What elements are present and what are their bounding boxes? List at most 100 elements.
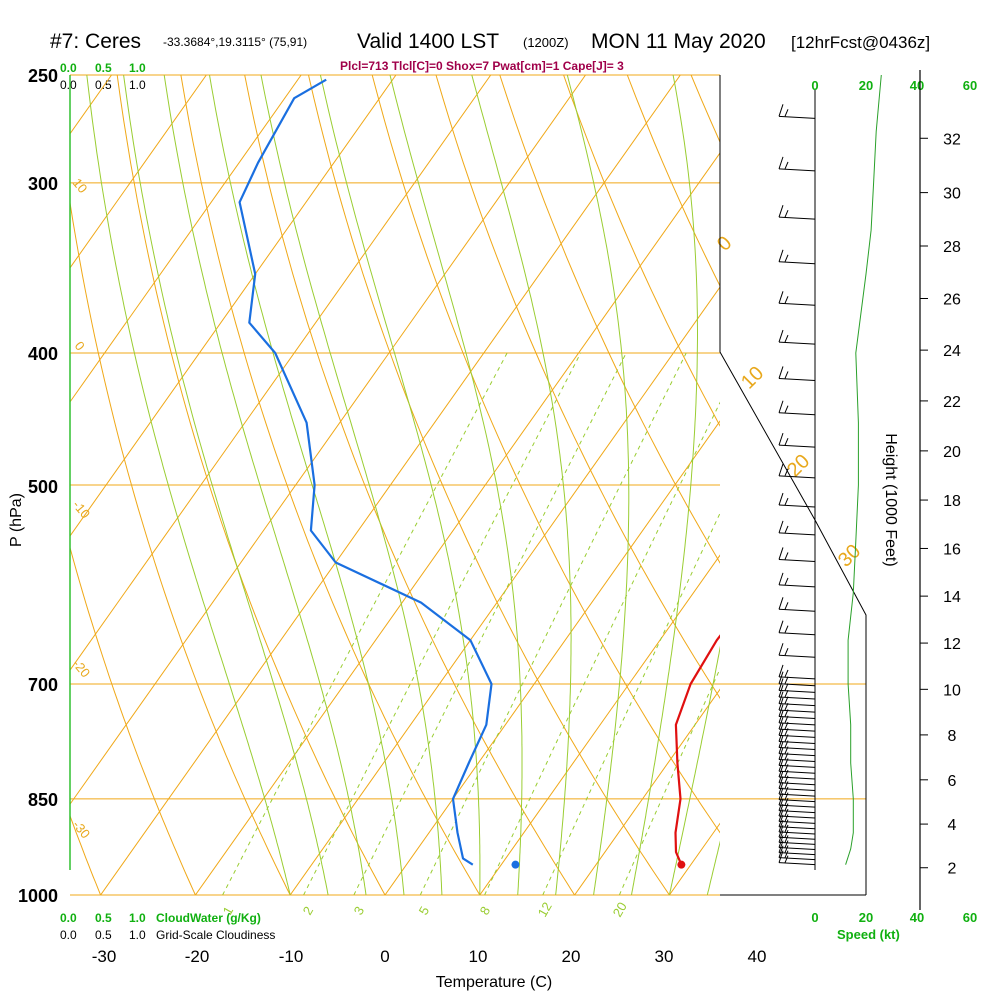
wind-speed-profile xyxy=(845,74,882,865)
moist-adiabat-line xyxy=(123,75,329,895)
stability-indices: Plcl=713 Tlcl[C]=0 Shox=7 Pwat[cm]=1 Cap… xyxy=(340,59,624,73)
wind-barb-staff xyxy=(778,608,816,612)
wind-panel: 0 20 40 60 0 20 40 60 Speed (kt) xyxy=(719,74,977,942)
wind-barb-staff xyxy=(778,841,816,845)
wind-barb-flag xyxy=(784,648,789,656)
height-tick-label: 30 xyxy=(943,186,961,203)
wind-barb-flag xyxy=(784,775,789,783)
speed-top-20: 20 xyxy=(859,78,873,93)
wind-barb-flag xyxy=(784,625,789,633)
moist-adiabat-line xyxy=(631,75,698,895)
moist-adiabat-line xyxy=(319,75,481,895)
top-cloud-scale: 0.0 0.5 1.0 0.0 0.5 1.0 xyxy=(60,61,146,92)
wind-barb-flag xyxy=(784,808,789,817)
wind-barb-flag xyxy=(784,803,789,811)
dry-adiabat-line xyxy=(180,75,481,895)
wind-barb-flag xyxy=(778,492,784,506)
speed-top-0: 0 xyxy=(811,78,818,93)
wind-barb-staff xyxy=(778,826,816,830)
wind-barb-flag xyxy=(778,520,784,534)
wind-barb-staff xyxy=(778,412,816,416)
wind-barb-staff xyxy=(778,764,816,768)
height-tick-label: 32 xyxy=(943,131,961,148)
valid-time: Valid 1400 LST xyxy=(357,30,499,53)
plot-area xyxy=(69,74,866,896)
wind-barb-flag xyxy=(784,819,789,827)
speed-axis-label: Speed (kt) xyxy=(837,927,900,942)
top-black-0: 0.0 xyxy=(60,78,77,92)
wind-barbs xyxy=(778,104,816,866)
height-tick-label: 10 xyxy=(943,682,961,699)
top-green-0: 0.0 xyxy=(60,61,77,75)
wind-barb-staff xyxy=(778,793,816,797)
t-tick-0: 0 xyxy=(380,947,389,966)
wind-barb-flag xyxy=(778,463,784,477)
dry-adiabat-line xyxy=(70,199,291,895)
bottom-black-2: 1.0 xyxy=(129,928,146,942)
wind-barb-staff xyxy=(778,302,816,306)
t-tick-40: 40 xyxy=(748,947,767,966)
wind-barb-staff xyxy=(778,558,816,562)
wind-barb-staff xyxy=(778,216,816,220)
wind-barb-flag xyxy=(784,797,789,806)
sounding-traces xyxy=(238,78,720,869)
wind-barb-flag xyxy=(784,334,789,343)
wind-barb-staff xyxy=(778,728,816,732)
wind-barb-flag xyxy=(778,156,784,170)
wind-barb-flag xyxy=(784,840,789,848)
isotherm-line xyxy=(289,286,720,895)
wind-barb-flag xyxy=(778,809,784,822)
y-axis-title: P (hPa) xyxy=(8,493,25,547)
wind-barb-flag xyxy=(778,597,784,610)
height-tick-label: 6 xyxy=(948,773,957,790)
wind-barb-flag xyxy=(784,792,789,800)
wind-barb-flag xyxy=(784,209,789,218)
wind-barb-staff xyxy=(778,703,816,707)
top-black-2: 1.0 xyxy=(129,78,146,92)
mixing-label-12: 12 xyxy=(535,899,555,919)
wind-barb-flag xyxy=(784,161,789,170)
top-green-2: 1.0 xyxy=(129,61,146,75)
height-tick-label: 26 xyxy=(943,292,961,309)
wind-barb-staff xyxy=(778,341,816,345)
pressure-axis: 250 300 400 500 700 850 1000 P (hPa) xyxy=(8,66,58,906)
top-green-1: 0.5 xyxy=(95,61,112,75)
mixing-ratio-line xyxy=(353,352,627,895)
wind-barb-flag xyxy=(784,437,789,446)
wind-barb-flag xyxy=(784,769,789,778)
moist-adiabat-line xyxy=(163,75,367,895)
moist-adiabat-line xyxy=(209,75,405,895)
wind-barb-staff xyxy=(778,753,816,757)
wind-barb-flag xyxy=(778,104,784,117)
wind-barb-staff xyxy=(778,722,816,726)
cloudiness-label: Grid-Scale Cloudiness xyxy=(156,928,275,942)
wind-barb-staff xyxy=(778,799,816,803)
wind-barb-flag xyxy=(778,787,784,800)
bottom-cloud-scale: 0.0 0.5 1.0 CloudWater (g/Kg) 0.0 0.5 1.… xyxy=(60,911,275,942)
x-axis-title: Temperature (C) xyxy=(436,974,552,991)
dry-adiabat-line xyxy=(499,75,720,564)
isotherm-line xyxy=(479,554,720,895)
height-tick-label: 8 xyxy=(948,728,957,745)
wind-barb-flag xyxy=(778,684,784,698)
wind-barb-staff xyxy=(778,759,816,763)
wind-barb-flag xyxy=(784,468,789,477)
t-tick-10: 10 xyxy=(469,947,488,966)
t-tick-minus30: -30 xyxy=(92,947,117,966)
bottom-green-1: 0.5 xyxy=(95,911,112,925)
cloud-water-label: CloudWater (g/Kg) xyxy=(156,911,261,925)
wind-barb-flag xyxy=(784,602,789,610)
wind-barb-flag xyxy=(778,803,784,817)
wind-barb-staff xyxy=(778,683,816,687)
wind-barb-staff xyxy=(778,770,816,774)
isotherm-line xyxy=(70,75,397,537)
height-axis-title: Height (1000 Feet) xyxy=(882,433,899,566)
wind-barb-flag xyxy=(778,671,784,684)
valid-date: MON 11 May 2020 xyxy=(591,30,766,53)
mixing-ratio-line xyxy=(484,401,720,895)
wind-barb-flag xyxy=(784,254,789,262)
speed-bottom-60: 60 xyxy=(963,910,977,925)
wind-barb-flag xyxy=(784,855,789,863)
